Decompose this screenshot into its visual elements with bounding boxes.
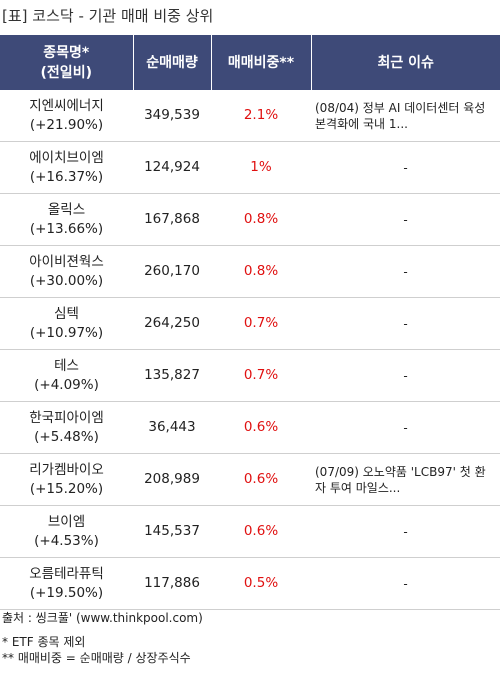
trade-ratio: 0.8%	[211, 193, 311, 246]
table-row: 테스 (+4.09%) 135,827 0.7% -	[0, 349, 500, 402]
trade-ratio: 1%	[211, 141, 311, 194]
header-text: 종목명*	[43, 44, 90, 61]
issue-cell: -	[311, 245, 500, 298]
stock-name: 올릭스	[47, 201, 86, 218]
stock-change: (+30.00%)	[29, 272, 104, 289]
stock-name: 심텍	[54, 305, 79, 322]
table-row: 에이치브이엠 (+16.37%) 124,924 1% -	[0, 141, 500, 194]
stock-name: 테스	[54, 357, 79, 374]
net-volume: 36,443	[133, 401, 211, 454]
name-cell: 올릭스 (+13.66%)	[0, 193, 133, 246]
trade-ratio: 0.6%	[211, 453, 311, 506]
name-cell: 에이치브이엠 (+16.37%)	[0, 141, 133, 194]
header-cell: 종목명* (전일비)	[0, 35, 134, 90]
issue-cell: -	[311, 193, 500, 246]
table-row: 심텍 (+10.97%) 264,250 0.7% -	[0, 297, 500, 350]
stock-name: 아이비젼웍스	[29, 253, 104, 270]
net-volume: 124,924	[133, 141, 211, 194]
header-cell: 순매매량	[133, 35, 212, 90]
issue-text: -	[403, 420, 408, 435]
trade-ratio: 0.7%	[211, 349, 311, 402]
net-volume: 349,539	[133, 90, 211, 142]
stock-name: 브이엠	[47, 513, 86, 530]
notes: * ETF 종목 제외 ** 매매비중 = 순매매량 / 상장주식수	[2, 634, 203, 666]
header-text: (전일비)	[40, 64, 92, 81]
issue-cell: -	[311, 401, 500, 454]
stock-change: (+21.90%)	[29, 116, 104, 133]
stock-name: 오름테라퓨틱	[29, 565, 104, 582]
table-row: 아이비젼웍스 (+30.00%) 260,170 0.8% -	[0, 245, 500, 298]
trade-ratio: 2.1%	[211, 90, 311, 142]
table-row: 오름테라퓨틱 (+19.50%) 117,886 0.5% -	[0, 557, 500, 610]
stock-name: 리가켐바이오	[29, 461, 104, 478]
stock-change: (+13.66%)	[29, 220, 104, 237]
stock-change: (+19.50%)	[29, 584, 104, 601]
issue-cell: (07/09) 오노약품 'LCB97' 첫 환자 투여 마일스...	[311, 453, 500, 506]
table-row: 올릭스 (+13.66%) 167,868 0.8% -	[0, 193, 500, 246]
table: 종목명* (전일비) 순매매량 매매비중** 최근 이슈 지엔씨에너지 (+21.9…	[0, 35, 500, 610]
issue-text: -	[403, 368, 408, 383]
issue-text: -	[403, 576, 408, 591]
issue-cell: (08/04) 정부 AI 데이터센터 육성 본격화에 국내 1...	[311, 90, 500, 142]
issue-text: (08/04) 정부 AI 데이터센터 육성 본격화에 국내 1...	[315, 100, 486, 131]
issue-cell: -	[311, 557, 500, 610]
trade-ratio: 0.5%	[211, 557, 311, 610]
issue-text: (07/09) 오노약품 'LCB97' 첫 환자 투여 마일스...	[315, 464, 486, 495]
name-cell: 브이엠 (+4.53%)	[0, 505, 133, 558]
footer: 출처 : 씽크풀' (www.thinkpool.com) * ETF 종목 제…	[2, 610, 203, 666]
stock-change: (+5.48%)	[34, 428, 99, 445]
stock-name: 지엔씨에너지	[29, 97, 104, 114]
issue-cell: -	[311, 349, 500, 402]
net-volume: 117,886	[133, 557, 211, 610]
stock-change: (+10.97%)	[29, 324, 104, 341]
trade-ratio: 0.6%	[211, 401, 311, 454]
net-volume: 260,170	[133, 245, 211, 298]
note: * ETF 종목 제외	[2, 635, 86, 649]
net-volume: 145,537	[133, 505, 211, 558]
name-cell: 테스 (+4.09%)	[0, 349, 133, 402]
table-row: 한국피아이엠 (+5.48%) 36,443 0.6% -	[0, 401, 500, 454]
net-volume: 167,868	[133, 193, 211, 246]
header-cell: 최근 이슈	[311, 35, 500, 90]
table-row: 브이엠 (+4.53%) 145,537 0.6% -	[0, 505, 500, 558]
net-volume: 264,250	[133, 297, 211, 350]
name-cell: 한국피아이엠 (+5.48%)	[0, 401, 133, 454]
name-cell: 심텍 (+10.97%)	[0, 297, 133, 350]
net-volume: 135,827	[133, 349, 211, 402]
issue-cell: -	[311, 141, 500, 194]
issue-text: -	[403, 524, 408, 539]
source: 출처 : 씽크풀' (www.thinkpool.com)	[2, 611, 203, 625]
name-cell: 리가켐바이오 (+15.20%)	[0, 453, 133, 506]
trade-ratio: 0.8%	[211, 245, 311, 298]
net-volume: 208,989	[133, 453, 211, 506]
table-row: 지엔씨에너지 (+21.90%) 349,539 2.1% (08/04) 정부 AI …	[0, 90, 500, 142]
stock-change: (+4.09%)	[34, 376, 99, 393]
stock-change: (+16.37%)	[29, 168, 104, 185]
table-header: 종목명* (전일비) 순매매량 매매비중** 최근 이슈	[0, 35, 500, 90]
name-cell: 오름테라퓨틱 (+19.50%)	[0, 557, 133, 610]
stock-name: 에이치브이엠	[29, 149, 104, 166]
issue-cell: -	[311, 297, 500, 350]
issue-text: -	[403, 160, 408, 175]
trade-ratio: 0.6%	[211, 505, 311, 558]
issue-text: -	[403, 264, 408, 279]
name-cell: 지엔씨에너지 (+21.90%)	[0, 90, 133, 142]
stock-change: (+4.53%)	[34, 532, 99, 549]
table-body: 지엔씨에너지 (+21.90%) 349,539 2.1% (08/04) 정부 AI …	[0, 90, 500, 610]
trade-ratio: 0.7%	[211, 297, 311, 350]
name-cell: 아이비젼웍스 (+30.00%)	[0, 245, 133, 298]
issue-cell: -	[311, 505, 500, 558]
title: [표] 코스닥 - 기관 매매 비중 상위	[2, 7, 214, 25]
note: ** 매매비중 = 순매매량 / 상장주식수	[2, 651, 191, 665]
issue-text: -	[403, 212, 408, 227]
stock-change: (+15.20%)	[29, 480, 104, 497]
table-row: 리가켐바이오 (+15.20%) 208,989 0.6% (07/09) 오노약품 '…	[0, 453, 500, 506]
header-cell: 매매비중**	[211, 35, 312, 90]
stock-name: 한국피아이엠	[29, 409, 104, 426]
issue-text: -	[403, 316, 408, 331]
